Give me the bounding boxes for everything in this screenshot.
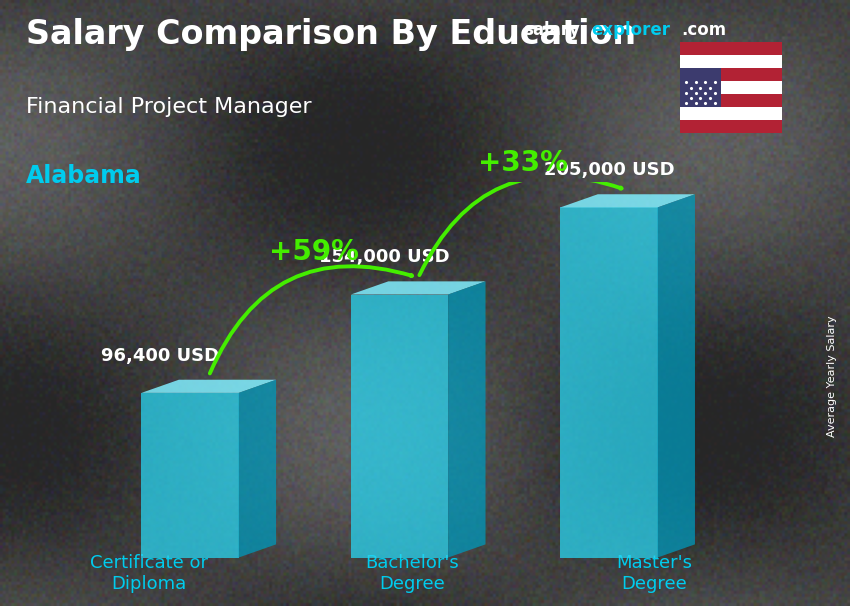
Bar [680, 55, 782, 68]
Text: explorer: explorer [591, 21, 670, 39]
Text: Financial Project Manager: Financial Project Manager [26, 97, 311, 117]
Text: Alabama: Alabama [26, 164, 141, 188]
Polygon shape [141, 380, 276, 393]
Polygon shape [658, 195, 695, 558]
Text: +59%: +59% [269, 238, 359, 266]
Text: Bachelor's
Degree: Bachelor's Degree [366, 554, 459, 593]
Bar [680, 121, 782, 133]
Bar [680, 68, 721, 107]
Polygon shape [560, 195, 695, 207]
Bar [680, 95, 782, 107]
FancyArrowPatch shape [419, 176, 621, 275]
Text: 154,000 USD: 154,000 USD [320, 248, 450, 267]
Polygon shape [239, 380, 276, 558]
Text: +33%: +33% [478, 149, 568, 177]
Bar [680, 42, 782, 55]
Polygon shape [141, 393, 239, 558]
Text: 96,400 USD: 96,400 USD [101, 347, 219, 365]
Text: salary: salary [523, 21, 580, 39]
Text: .com: .com [682, 21, 727, 39]
Polygon shape [351, 281, 485, 295]
Polygon shape [560, 207, 658, 558]
Bar [680, 68, 782, 81]
Polygon shape [448, 281, 485, 558]
Text: Master's
Degree: Master's Degree [616, 554, 693, 593]
Text: Salary Comparison By Education: Salary Comparison By Education [26, 18, 636, 51]
Text: Certificate or
Diploma: Certificate or Diploma [90, 554, 207, 593]
Text: Average Yearly Salary: Average Yearly Salary [827, 315, 837, 436]
Bar [680, 81, 782, 95]
Text: 205,000 USD: 205,000 USD [544, 161, 674, 179]
FancyArrowPatch shape [210, 266, 412, 373]
Bar [680, 107, 782, 121]
Polygon shape [351, 295, 448, 558]
